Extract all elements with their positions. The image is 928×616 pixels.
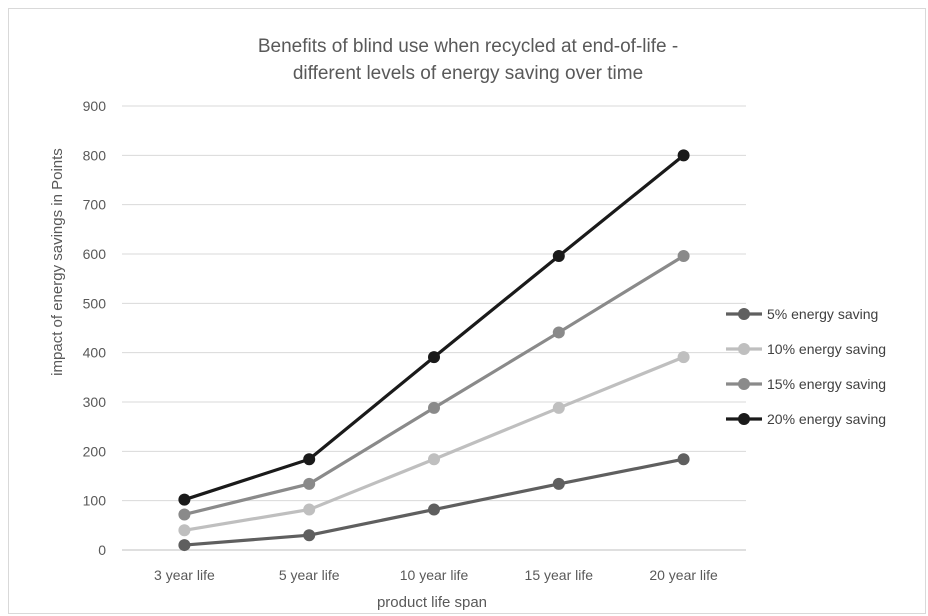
data-point <box>303 477 316 490</box>
y-tick-label: 900 <box>83 98 107 114</box>
y-axis-label: impact of energy savings in Points <box>49 148 66 376</box>
data-point <box>303 503 316 516</box>
x-tick-label: 5 year life <box>279 567 340 583</box>
chart-title-line-2: different levels of energy saving over t… <box>293 63 643 84</box>
x-tick-label: 3 year life <box>154 567 215 583</box>
data-point <box>428 351 440 364</box>
data-point <box>677 149 690 162</box>
y-tick-label: 300 <box>83 394 107 410</box>
data-point <box>178 539 191 552</box>
data-point <box>178 508 191 521</box>
legend-label: 5% energy saving <box>767 306 878 322</box>
x-axis-ticks: 3 year life 5 year life 10 year life 15 yea… <box>154 567 718 583</box>
series-line <box>183 154 685 502</box>
y-tick-label: 0 <box>98 542 106 558</box>
x-tick-label: 15 year life <box>525 567 594 583</box>
legend-marker <box>738 378 750 390</box>
x-axis-label: product life span <box>377 594 487 611</box>
chart-title-line-1: Benefits of blind use when recycled at e… <box>258 36 678 57</box>
y-tick-label: 200 <box>83 443 107 459</box>
data-point <box>677 453 690 466</box>
legend: 5% energy saving 10% energy saving 15% ene… <box>726 306 886 427</box>
y-tick-label: 700 <box>83 197 107 213</box>
data-point <box>552 401 565 414</box>
series-group <box>178 149 690 552</box>
gridlines <box>122 105 746 502</box>
legend-label: 10% energy saving <box>767 341 886 357</box>
y-tick-label: 800 <box>83 147 107 163</box>
y-tick-label: 500 <box>83 295 107 311</box>
data-point <box>677 249 690 262</box>
data-point <box>178 524 191 537</box>
legend-label: 20% energy saving <box>767 411 886 427</box>
data-point <box>428 453 440 466</box>
y-tick-label: 100 <box>83 493 107 509</box>
data-point <box>303 453 316 466</box>
data-point <box>428 503 440 516</box>
data-point <box>552 477 565 490</box>
x-tick-label: 10 year life <box>400 567 469 583</box>
data-point <box>303 529 316 542</box>
legend-marker <box>738 343 750 355</box>
y-tick-label: 600 <box>83 246 107 262</box>
y-tick-label: 400 <box>83 345 107 361</box>
chart-frame <box>8 8 926 614</box>
legend-marker <box>738 308 750 320</box>
data-point <box>677 351 690 364</box>
data-point <box>428 401 440 414</box>
legend-marker <box>738 413 750 425</box>
y-axis-ticks: 0 100 200 300 400 500 600 700 800 900 <box>83 98 107 558</box>
data-point <box>552 326 565 339</box>
x-tick-label: 20 year life <box>649 567 718 583</box>
legend-label: 15% energy saving <box>767 376 886 392</box>
data-point <box>552 249 565 262</box>
series-line <box>184 457 684 547</box>
data-point <box>178 493 191 506</box>
